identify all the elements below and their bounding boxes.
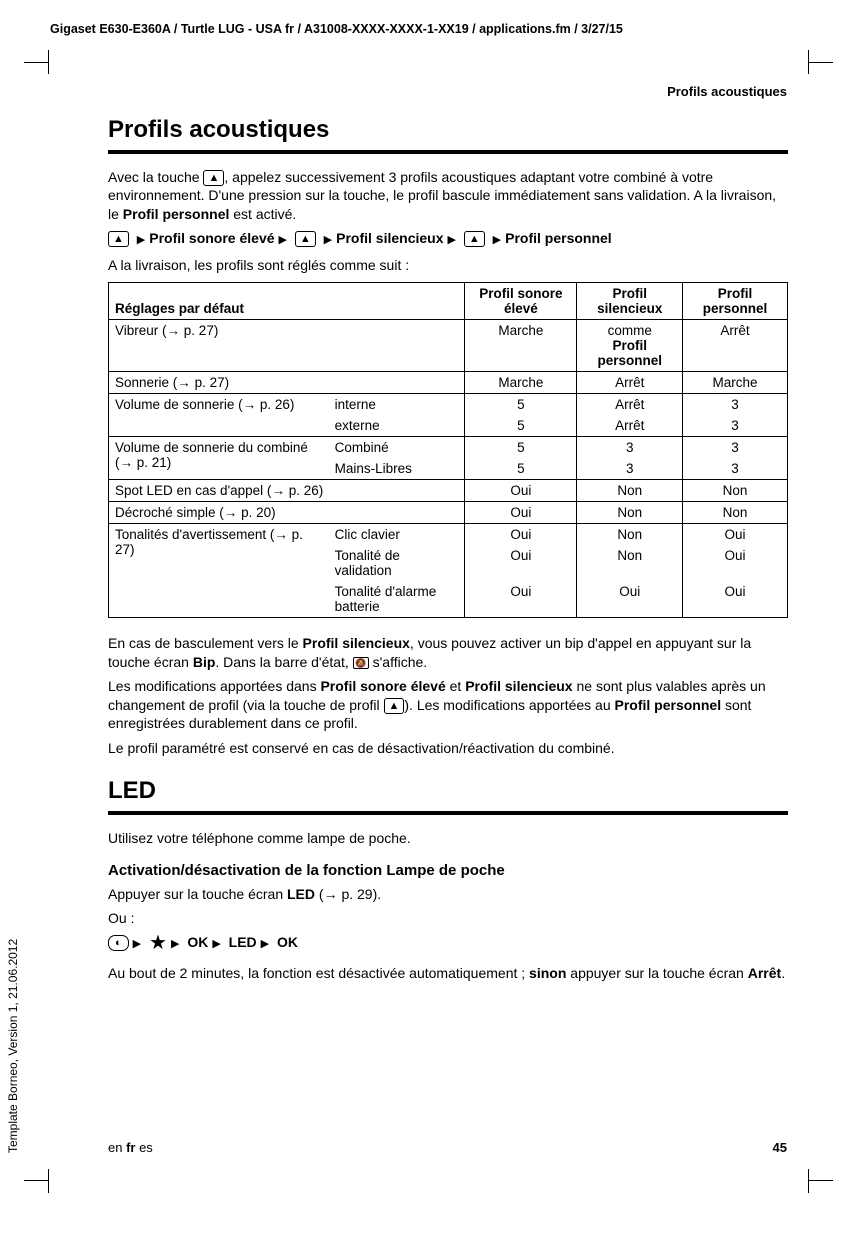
running-head: Profils acoustiques xyxy=(667,84,787,99)
ringer-icon: 🔕 xyxy=(353,657,369,669)
table-row: Spot LED en cas d'appel (→ p. 26) OuiNon… xyxy=(109,480,788,502)
profile-key-icon: ▲ xyxy=(464,231,485,247)
th-personal: Profil personnel xyxy=(683,283,788,320)
menu-path: ◐▶ ★▶ OK▶ LED▶ OK xyxy=(108,930,788,956)
profile-key-icon: ▲ xyxy=(295,231,316,247)
rule xyxy=(108,811,788,815)
profile-key-icon: ▲ xyxy=(384,698,405,714)
settings-table: Réglages par défaut Profil sonore élevé … xyxy=(108,282,788,618)
table-row: Sonnerie (→ p. 27) MarcheArrêtMarche xyxy=(109,372,788,394)
profile-sequence: ▲ ▶Profil sonore élevé▶ ▲ ▶Profil silenc… xyxy=(108,229,788,248)
para-bip: En cas de basculement vers le Profil sil… xyxy=(108,634,788,671)
profile-key-icon: ▲ xyxy=(203,170,224,186)
page-number: 45 xyxy=(773,1140,787,1155)
th-silent: Profil silencieux xyxy=(577,283,683,320)
table-row: Vibreur (→ p. 27) Marche commeProfil per… xyxy=(109,320,788,372)
ou-line: Ou : xyxy=(108,909,788,927)
led-press: Appuyer sur la touche écran LED (→ p. 29… xyxy=(108,885,788,903)
heading-profils: Profils acoustiques xyxy=(108,116,788,144)
th-defaults: Réglages par défaut xyxy=(109,283,465,320)
para-conserve: Le profil paramétré est conservé en cas … xyxy=(108,739,788,757)
th-loud: Profil sonore élevé xyxy=(465,283,577,320)
table-row: Tonalités d'avertissement (→ p. 27) Clic… xyxy=(109,524,788,546)
star-icon: ★ xyxy=(149,932,167,954)
nav-key-icon: ◐ xyxy=(108,935,129,951)
intro-paragraph: Avec la touche ▲, appelez successivement… xyxy=(108,168,788,223)
para-modifs: Les modifications apportées dans Profil … xyxy=(108,677,788,732)
footer-lang: en fr es xyxy=(108,1140,153,1155)
line-settings-intro: A la livraison, les profils sont réglés … xyxy=(108,256,788,274)
table-row: Volume de sonnerie (→ p. 26) interne 5Ar… xyxy=(109,394,788,416)
template-version-side: Template Borneo, Version 1, 21.06.2012 xyxy=(6,939,20,1153)
led-intro: Utilisez votre téléphone comme lampe de … xyxy=(108,829,788,847)
table-row: Volume de sonnerie du combiné (→ p. 21) … xyxy=(109,437,788,459)
doc-path-header: Gigaset E630-E360A / Turtle LUG - USA fr… xyxy=(50,22,623,36)
heading-led: LED xyxy=(108,777,788,805)
rule xyxy=(108,150,788,154)
subheading-lampe: Activation/désactivation de la fonction … xyxy=(108,862,788,879)
table-row: Décroché simple (→ p. 20) OuiNonNon xyxy=(109,502,788,524)
profile-key-icon: ▲ xyxy=(108,231,129,247)
led-auto-off: Au bout de 2 minutes, la fonction est dé… xyxy=(108,964,788,982)
